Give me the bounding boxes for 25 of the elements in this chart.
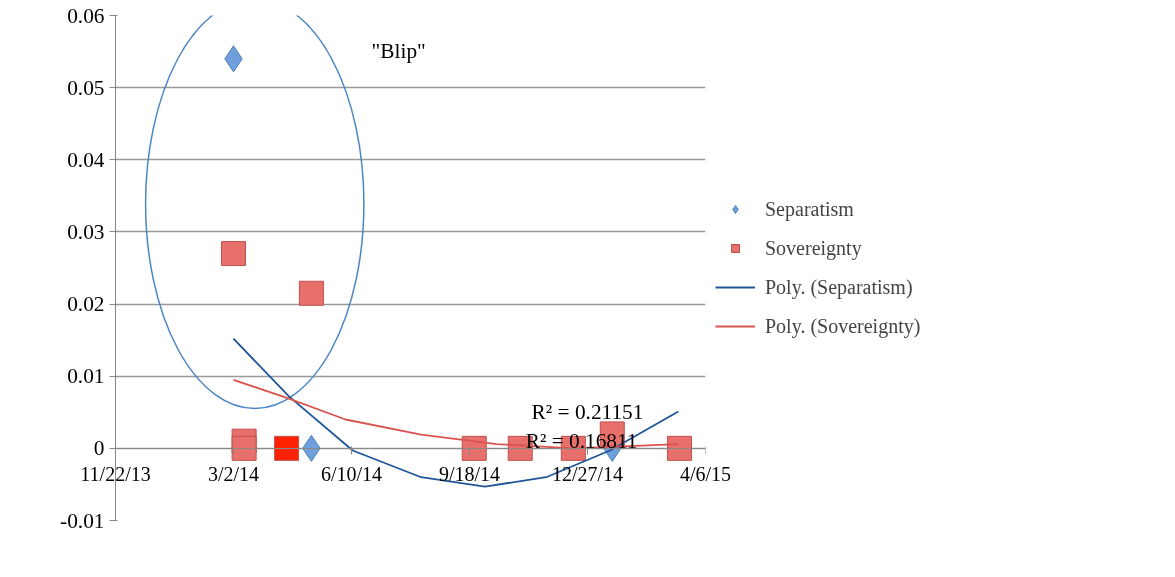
legend-label: Poly. (Sovereignty) xyxy=(765,314,921,338)
annotation: "Blip" xyxy=(371,38,426,63)
y-tick-label: 0.03 xyxy=(67,219,105,244)
y-tick-label: 0.02 xyxy=(67,292,105,317)
point xyxy=(298,280,324,306)
y-tick-label: 0.05 xyxy=(67,75,105,100)
y-tick-label: 0 xyxy=(93,436,105,461)
point xyxy=(221,241,246,267)
point xyxy=(667,435,693,461)
x-tick-label: 12/27/14 xyxy=(551,462,624,485)
x-tick-label: 11/22/13 xyxy=(80,462,151,485)
point xyxy=(231,435,257,461)
point xyxy=(274,435,300,461)
y-tick-label: 0.01 xyxy=(67,364,105,389)
x-tick-label: 3/2/14 xyxy=(207,462,260,485)
annotation: R² = 0.21151 xyxy=(531,399,644,424)
x-tick-label: 4/6/15 xyxy=(679,462,732,485)
y-tick-label: 0.04 xyxy=(67,147,105,172)
x-tick-label: 6/10/14 xyxy=(320,462,383,485)
legend-label: Poly. (Separatism) xyxy=(765,275,913,299)
x-tick-label: 9/18/14 xyxy=(438,462,501,485)
legend-label: Sovereignty xyxy=(765,236,862,260)
y-tick-label: 0.06 xyxy=(67,3,105,28)
legend-label: Separatism xyxy=(765,197,854,221)
y-tick-label: -0.01 xyxy=(60,508,105,533)
